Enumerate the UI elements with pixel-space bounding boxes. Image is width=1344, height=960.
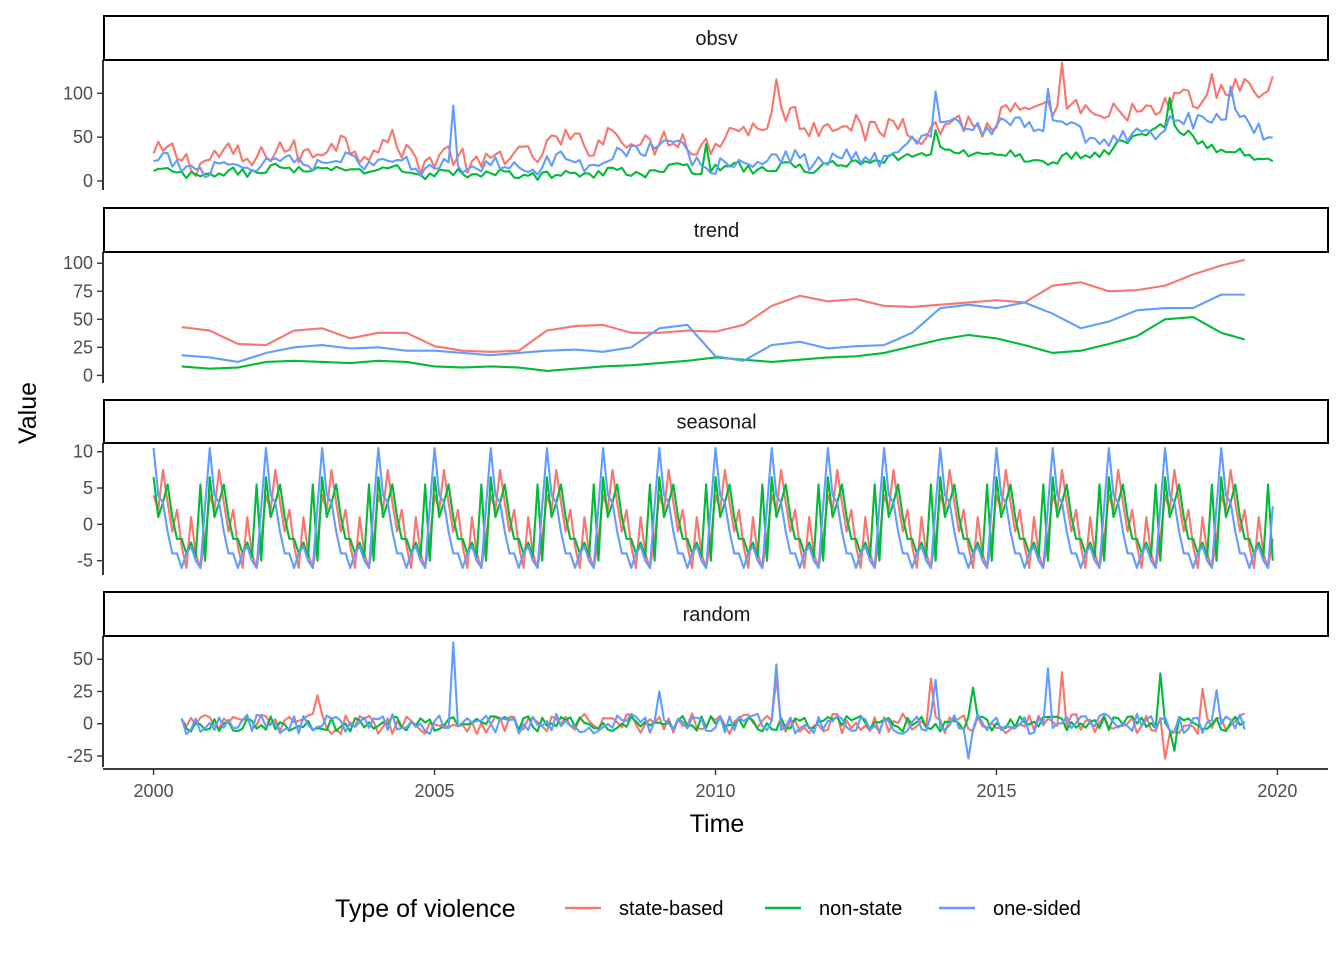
y-tick-label-random: 0 (83, 714, 93, 734)
y-tick-label-random: -25 (67, 746, 93, 766)
y-tick-label-seasonal: 5 (83, 478, 93, 498)
series-line-non-state-random (180, 672, 1246, 752)
x-tick-label: 2000 (134, 781, 174, 801)
strip-box-obsv (103, 15, 1329, 61)
y-tick-label-obsv: 100 (63, 83, 93, 103)
strip-box-random (103, 591, 1329, 637)
y-tick-label-seasonal: 10 (73, 442, 93, 462)
y-tick-label-obsv: 0 (83, 171, 93, 191)
legend-label-one-sided: one-sided (993, 898, 1081, 920)
series-line-state-based-trend (181, 258, 1245, 353)
x-axis-title: Time (690, 810, 745, 838)
x-tick-label: 2010 (695, 781, 735, 801)
y-tick-label-trend: 0 (83, 365, 93, 385)
series-line-one-sided-trend (181, 293, 1245, 363)
legend-label-state-based: state-based (619, 898, 724, 920)
facet-seasonal: seasonal -5 0 5 10 (73, 399, 1329, 575)
y-axis-title: Value (14, 382, 42, 444)
legend-item-non-state: non-state (765, 898, 902, 920)
facet-random: random -25 0 25 50 (67, 591, 1329, 767)
series-line-state-based-obsv (152, 61, 1274, 178)
series-line-one-sided-obsv (153, 85, 1273, 179)
x-tick-label: 2015 (976, 781, 1016, 801)
x-tick-label: 2005 (415, 781, 455, 801)
strip-box-seasonal (103, 399, 1329, 444)
y-tick-label-trend: 25 (73, 337, 93, 357)
legend-item-one-sided: one-sided (939, 898, 1081, 920)
y-tick-label-trend: 75 (73, 281, 93, 301)
strip-label-seasonal: seasonal (676, 412, 756, 434)
legend: Type of violence state-based non-state one… (335, 895, 1081, 923)
y-tick-label-trend: 50 (73, 309, 93, 329)
x-axis: 2000 2005 2010 2015 2020 (103, 768, 1328, 801)
y-tick-label-random: 50 (73, 649, 93, 669)
legend-label-non-state: non-state (819, 898, 902, 920)
x-tick-label: 2020 (1257, 781, 1297, 801)
facets-group: obsv 0 50 100 trend 0 25 50 75 100 seasonal -5 0 5 10 r… (63, 15, 1329, 767)
facet-obsv: obsv 0 50 100 (63, 15, 1329, 191)
y-tick-label-trend: 100 (63, 253, 93, 273)
y-tick-label-obsv: 50 (73, 127, 93, 147)
strip-label-random: random (683, 604, 751, 626)
strip-label-trend: trend (694, 220, 740, 242)
y-tick-label-seasonal: 0 (83, 514, 93, 534)
series-line-one-sided-seasonal (152, 447, 1274, 569)
legend-item-state-based: state-based (565, 898, 724, 920)
series-line-non-state-trend (181, 316, 1245, 372)
y-tick-label-seasonal: -5 (77, 551, 93, 571)
strip-label-obsv: obsv (695, 28, 737, 50)
legend-title: Type of violence (335, 895, 516, 923)
series-line-one-sided-random (180, 641, 1246, 760)
series-line-non-state-obsv (153, 96, 1274, 181)
facet-trend: trend 0 25 50 75 100 (63, 207, 1329, 385)
y-tick-label-random: 25 (73, 681, 93, 701)
strip-box-trend (103, 207, 1329, 253)
